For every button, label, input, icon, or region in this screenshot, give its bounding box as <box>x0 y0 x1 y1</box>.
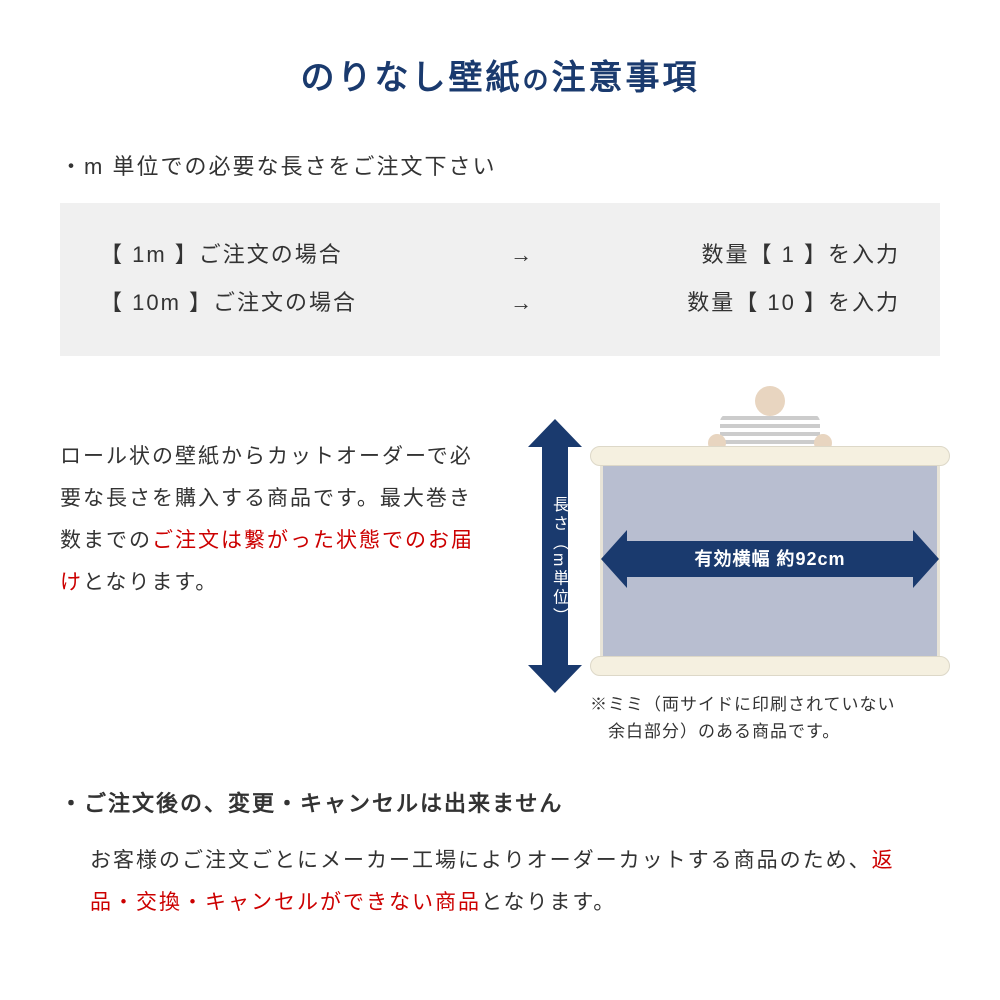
horizontal-arrow-label: 有効横幅 約92cm <box>625 541 915 577</box>
note-line2: 余白部分）のある商品です。 <box>590 722 840 741</box>
vertical-arrow-label: 長さ（m単位） <box>546 496 570 626</box>
roll-top-edge <box>590 446 950 466</box>
order-row2-arrow: → <box>510 279 534 327</box>
roll-bottom-edge <box>590 656 950 676</box>
roll-description: ロール状の壁紙からカットオーダーで必要な長さを購入する商品です。最大巻き数までの… <box>60 396 490 736</box>
bullet-order-length: ・m 単位での必要な長さをご注文下さい <box>60 149 940 181</box>
horizontal-arrow-icon: 有効横幅 約92cm <box>625 541 915 577</box>
order-row1-left: 【 1m 】ご注文の場合 <box>100 231 343 279</box>
title-connector: の <box>522 65 551 95</box>
body-part1: お客様のご注文ごとにメーカー工場によりオーダーカットする商品のため、 <box>90 849 872 872</box>
mimi-note: ※ミミ（両サイドに印刷されていない 余白部分）のある商品です。 <box>590 691 896 745</box>
person-head <box>755 386 785 416</box>
no-cancel-body: お客様のご注文ごとにメーカー工場によりオーダーカットする商品のため、返品・交換・… <box>60 840 940 924</box>
title-main: のりなし壁紙 <box>300 59 522 97</box>
order-row-2: 【 10m 】ご注文の場合 → 数量【 10 】を入力 <box>100 279 900 327</box>
order-row-1: 【 1m 】ご注文の場合 → 数量【 1 】を入力 <box>100 231 900 279</box>
title-sub: 注意事項 <box>552 59 700 97</box>
vertical-arrow-group: 長さ（m単位） <box>520 441 590 671</box>
order-row2-right: 数量【 10 】を入力 <box>687 279 900 327</box>
wallpaper-diagram: 長さ（m単位） 有効横幅 約92cm ※ミミ（両サイドに印刷されていない 余白部… <box>520 396 940 736</box>
order-example-box: 【 1m 】ご注文の場合 → 数量【 1 】を入力 【 10m 】ご注文の場合 … <box>60 203 940 356</box>
mid-section: ロール状の壁紙からカットオーダーで必要な長さを購入する商品です。最大巻き数までの… <box>60 396 940 736</box>
desc-part3: となります。 <box>83 571 218 594</box>
wallpaper-roll: 有効横幅 約92cm <box>600 446 940 676</box>
order-row1-right: 数量【 1 】を入力 <box>702 231 900 279</box>
page-title: のりなし壁紙の注意事項 <box>60 50 940 99</box>
person-torso <box>720 414 820 444</box>
note-line1: ※ミミ（両サイドに印刷されていない <box>590 695 896 714</box>
order-row2-left: 【 10m 】ご注文の場合 <box>100 279 357 327</box>
order-row1-arrow: → <box>510 231 534 279</box>
bullet-no-cancel: ・ご注文後の、変更・キャンセルは出来ません <box>60 786 940 818</box>
body-part3: となります。 <box>481 891 616 914</box>
